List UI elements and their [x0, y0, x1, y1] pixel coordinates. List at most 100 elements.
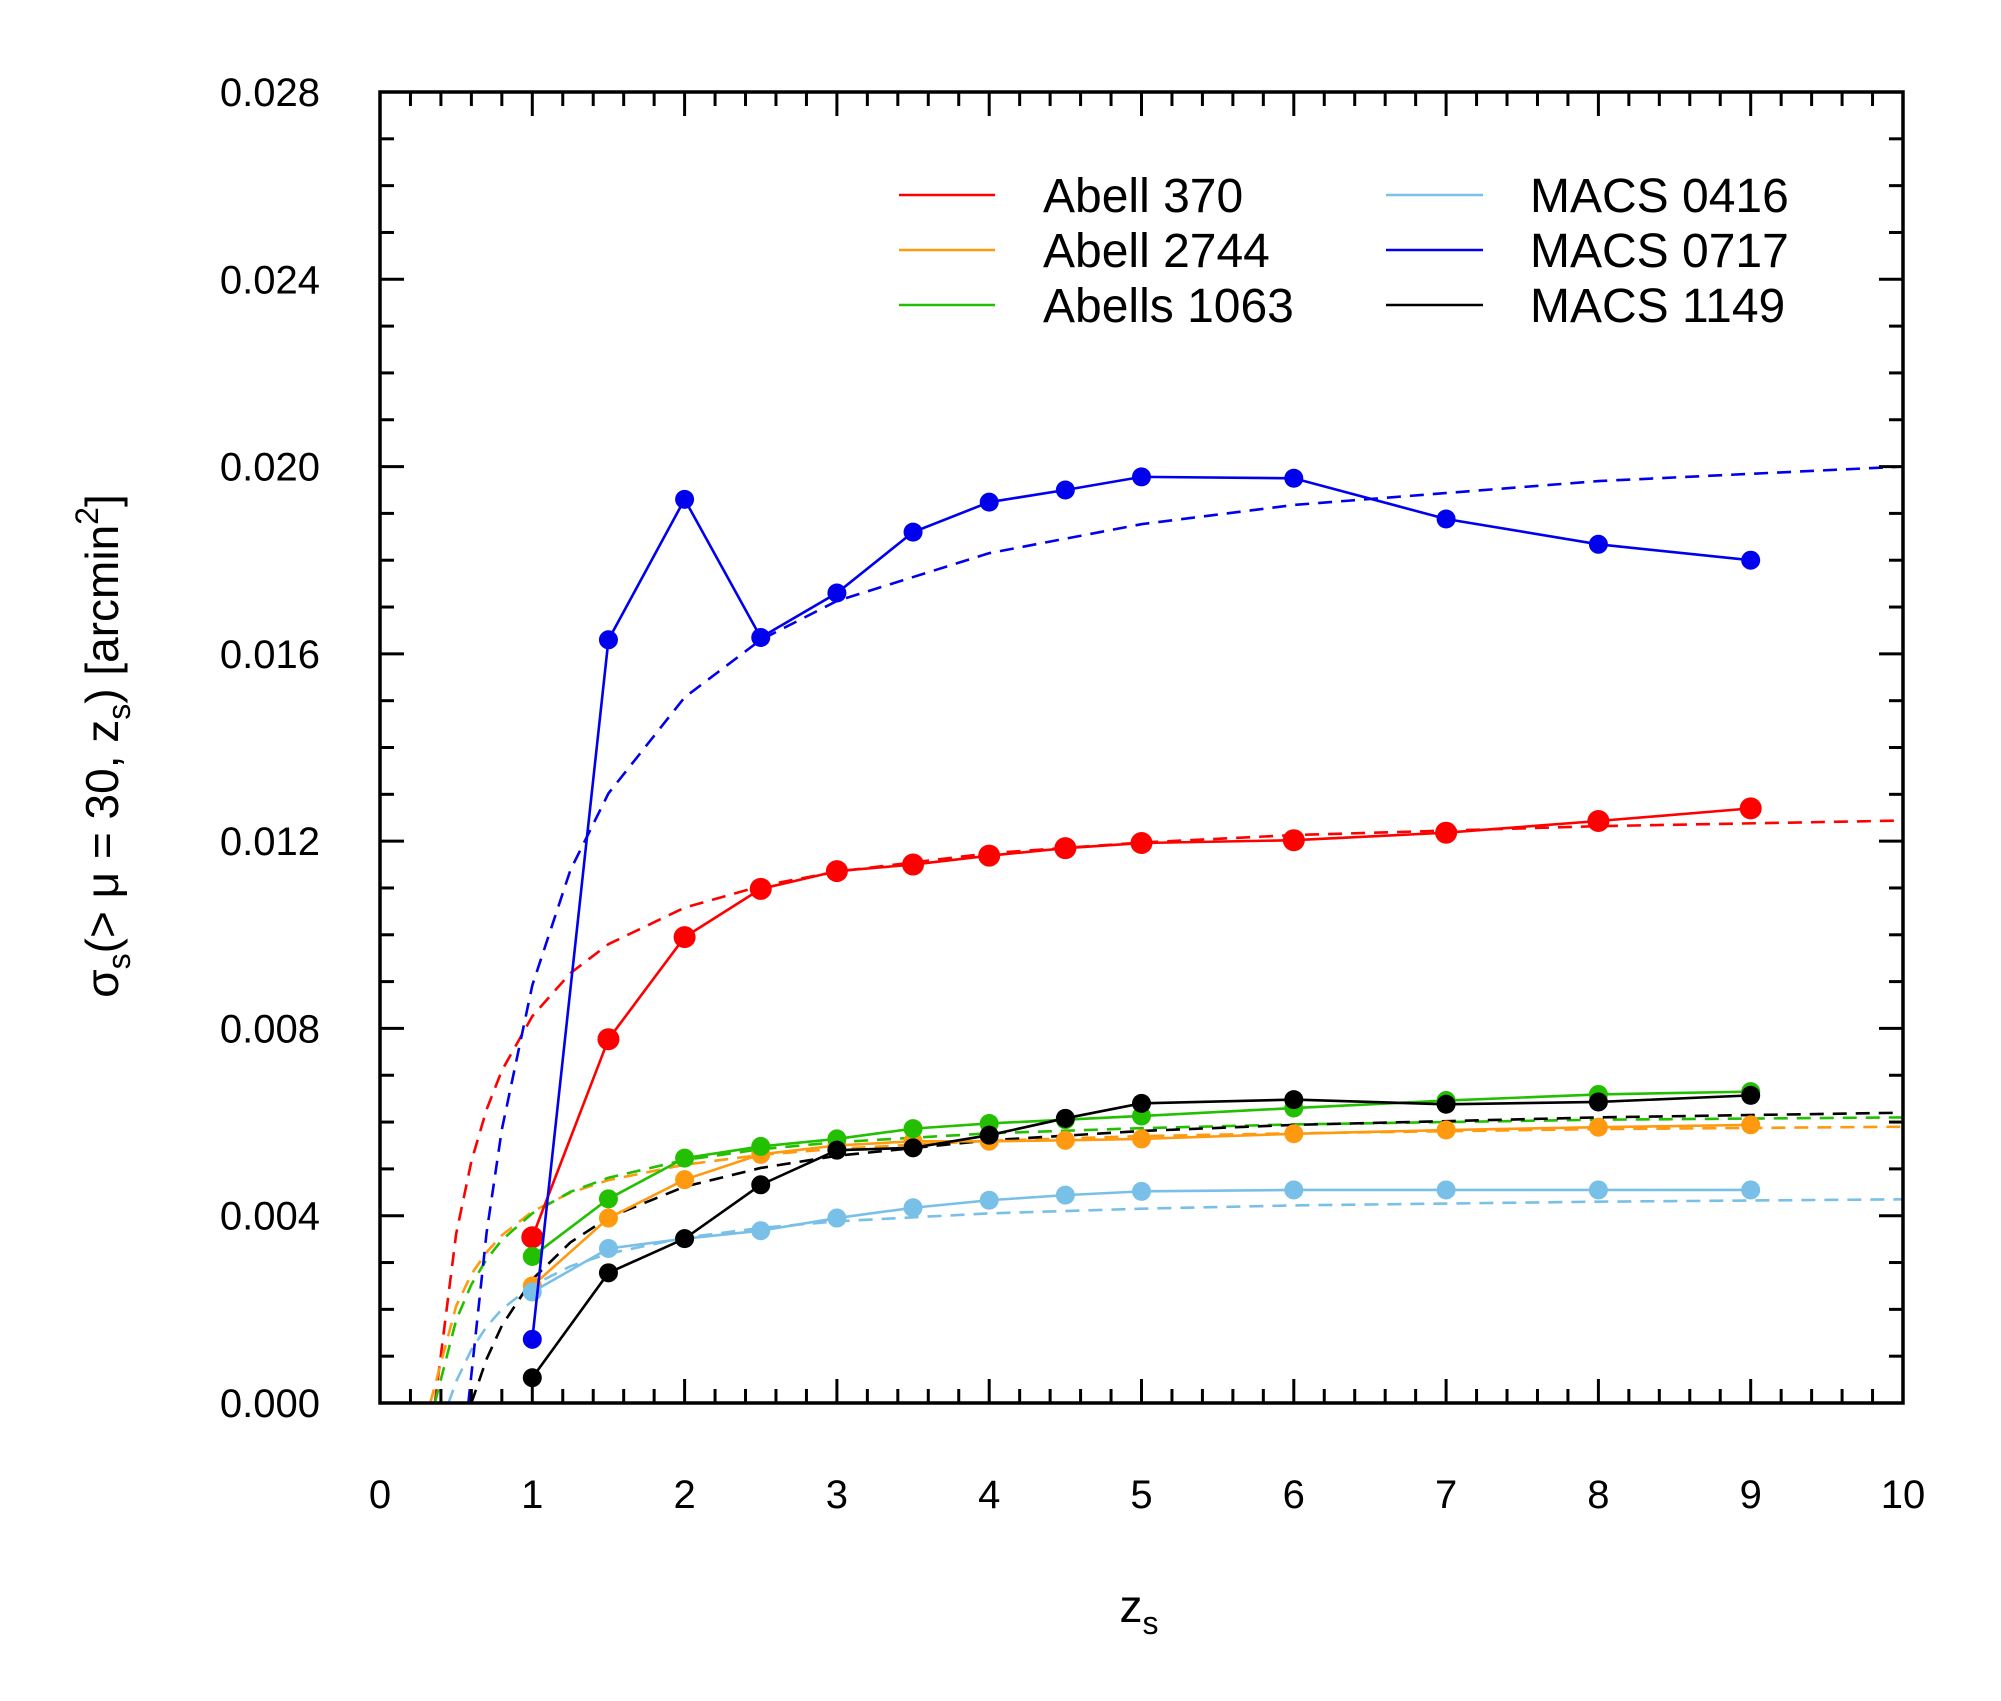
data-point: [522, 1246, 542, 1266]
data-point: [1435, 821, 1458, 844]
data-point: [597, 1028, 620, 1051]
y-axis-label: σs(> μ = 30, zs) [arcmin2]: [69, 494, 137, 998]
legend-label: MACS 1149: [1530, 280, 1785, 333]
x-tick-label: 1: [521, 1473, 543, 1517]
series-line-3: [531, 1188, 1751, 1294]
y-label-part: ) [arcmin: [76, 525, 128, 704]
y-tick-label: 0.020: [220, 446, 320, 490]
data-point: [675, 1148, 695, 1168]
data-point: [1588, 1117, 1608, 1137]
data-point: [1055, 1185, 1075, 1205]
data-point: [751, 1221, 771, 1241]
y-label-part: σ: [76, 969, 128, 997]
data-point: [903, 1119, 923, 1139]
series-line-0: [531, 807, 1751, 1238]
data-point: [1284, 468, 1304, 488]
data-point: [1741, 1115, 1761, 1135]
x-tick-label: 2: [673, 1473, 695, 1517]
data-point: [1055, 480, 1075, 500]
fit-curve-2: [433, 1116, 1903, 1403]
data-point: [1587, 810, 1610, 833]
data-point: [1132, 467, 1151, 487]
data-point: [827, 1208, 847, 1228]
fit-curve-0: [433, 819, 1903, 1403]
data-point: [675, 489, 695, 509]
x-tick-label: 8: [1587, 1473, 1609, 1517]
data-point: [979, 1190, 999, 1210]
y-label-part: 2: [69, 507, 105, 525]
data-point: [1741, 1085, 1761, 1105]
legend-label: Abell 2744: [1043, 225, 1270, 278]
data-point: [903, 522, 923, 542]
x-tick-label: 4: [978, 1473, 1000, 1517]
x-tick-label: 10: [1881, 1473, 1926, 1517]
data-point: [903, 1198, 923, 1218]
data-point: [521, 1226, 544, 1249]
data-point: [1436, 1094, 1456, 1114]
x-axis-label: zs: [1120, 1580, 1159, 1641]
y-tick-label: 0.012: [220, 820, 320, 864]
y-tick-label: 0.004: [220, 1195, 320, 1239]
data-point: [1284, 1124, 1304, 1144]
x-tick-label: 3: [826, 1473, 848, 1517]
data-point: [598, 630, 618, 650]
data-point: [751, 627, 771, 647]
data-point: [749, 877, 772, 900]
data-point: [1282, 829, 1305, 852]
data-point: [598, 1263, 618, 1283]
data-point: [598, 1238, 618, 1258]
data-point: [1741, 1180, 1761, 1200]
data-point: [979, 1125, 999, 1145]
data-point: [598, 1189, 618, 1209]
series-line-1: [531, 1123, 1751, 1287]
x-label-main: z: [1120, 1580, 1143, 1632]
data-point: [1284, 1090, 1304, 1110]
data-point: [522, 1329, 542, 1349]
legend-label: MACS 0416: [1530, 170, 1789, 223]
data-point: [827, 583, 847, 603]
y-label-part: (> μ = 30,: [76, 743, 128, 954]
data-point: [1739, 797, 1762, 820]
data-point: [1130, 832, 1153, 855]
y-label-part: s: [101, 953, 137, 969]
data-point: [1741, 550, 1761, 570]
legend-label: MACS 0717: [1530, 225, 1789, 278]
data-point: [675, 1170, 695, 1190]
data-point: [1588, 1180, 1608, 1200]
fit-curve-4: [467, 465, 1903, 1403]
data-point: [825, 860, 848, 883]
x-label-sub: s: [1143, 1605, 1159, 1641]
data-point: [673, 926, 696, 949]
y-tick-label: 0.008: [220, 1007, 320, 1051]
data-point: [1132, 1129, 1151, 1149]
data-point: [1054, 837, 1077, 860]
data-point: [903, 1138, 923, 1158]
y-tick-label: 0.016: [220, 633, 320, 677]
data-point: [675, 1229, 695, 1249]
data-point: [1055, 1130, 1075, 1150]
y-tick-label: 0.000: [220, 1382, 320, 1426]
data-point: [902, 853, 925, 876]
data-point: [978, 844, 1001, 867]
y-label-part: z: [76, 720, 128, 743]
data-point: [1284, 1180, 1304, 1200]
fit-curve-3: [447, 1198, 1903, 1403]
x-tick-label: 0: [369, 1473, 391, 1517]
y-label-part: ]: [76, 494, 128, 507]
x-tick-label: 6: [1283, 1473, 1305, 1517]
data-point: [1436, 1120, 1456, 1140]
data-point: [827, 1140, 847, 1160]
data-point: [1132, 1093, 1151, 1113]
fit-curve-5: [470, 1111, 1903, 1403]
data-point: [1436, 1180, 1456, 1200]
data-point: [1588, 1092, 1608, 1112]
y-label-part: s: [101, 704, 137, 720]
x-tick-label: 5: [1130, 1473, 1152, 1517]
data-point: [751, 1136, 771, 1156]
plot-area: [429, 465, 1903, 1403]
data-point: [1055, 1108, 1075, 1128]
legend-label: Abells 1063: [1043, 280, 1294, 333]
x-tick-label: 7: [1435, 1473, 1457, 1517]
